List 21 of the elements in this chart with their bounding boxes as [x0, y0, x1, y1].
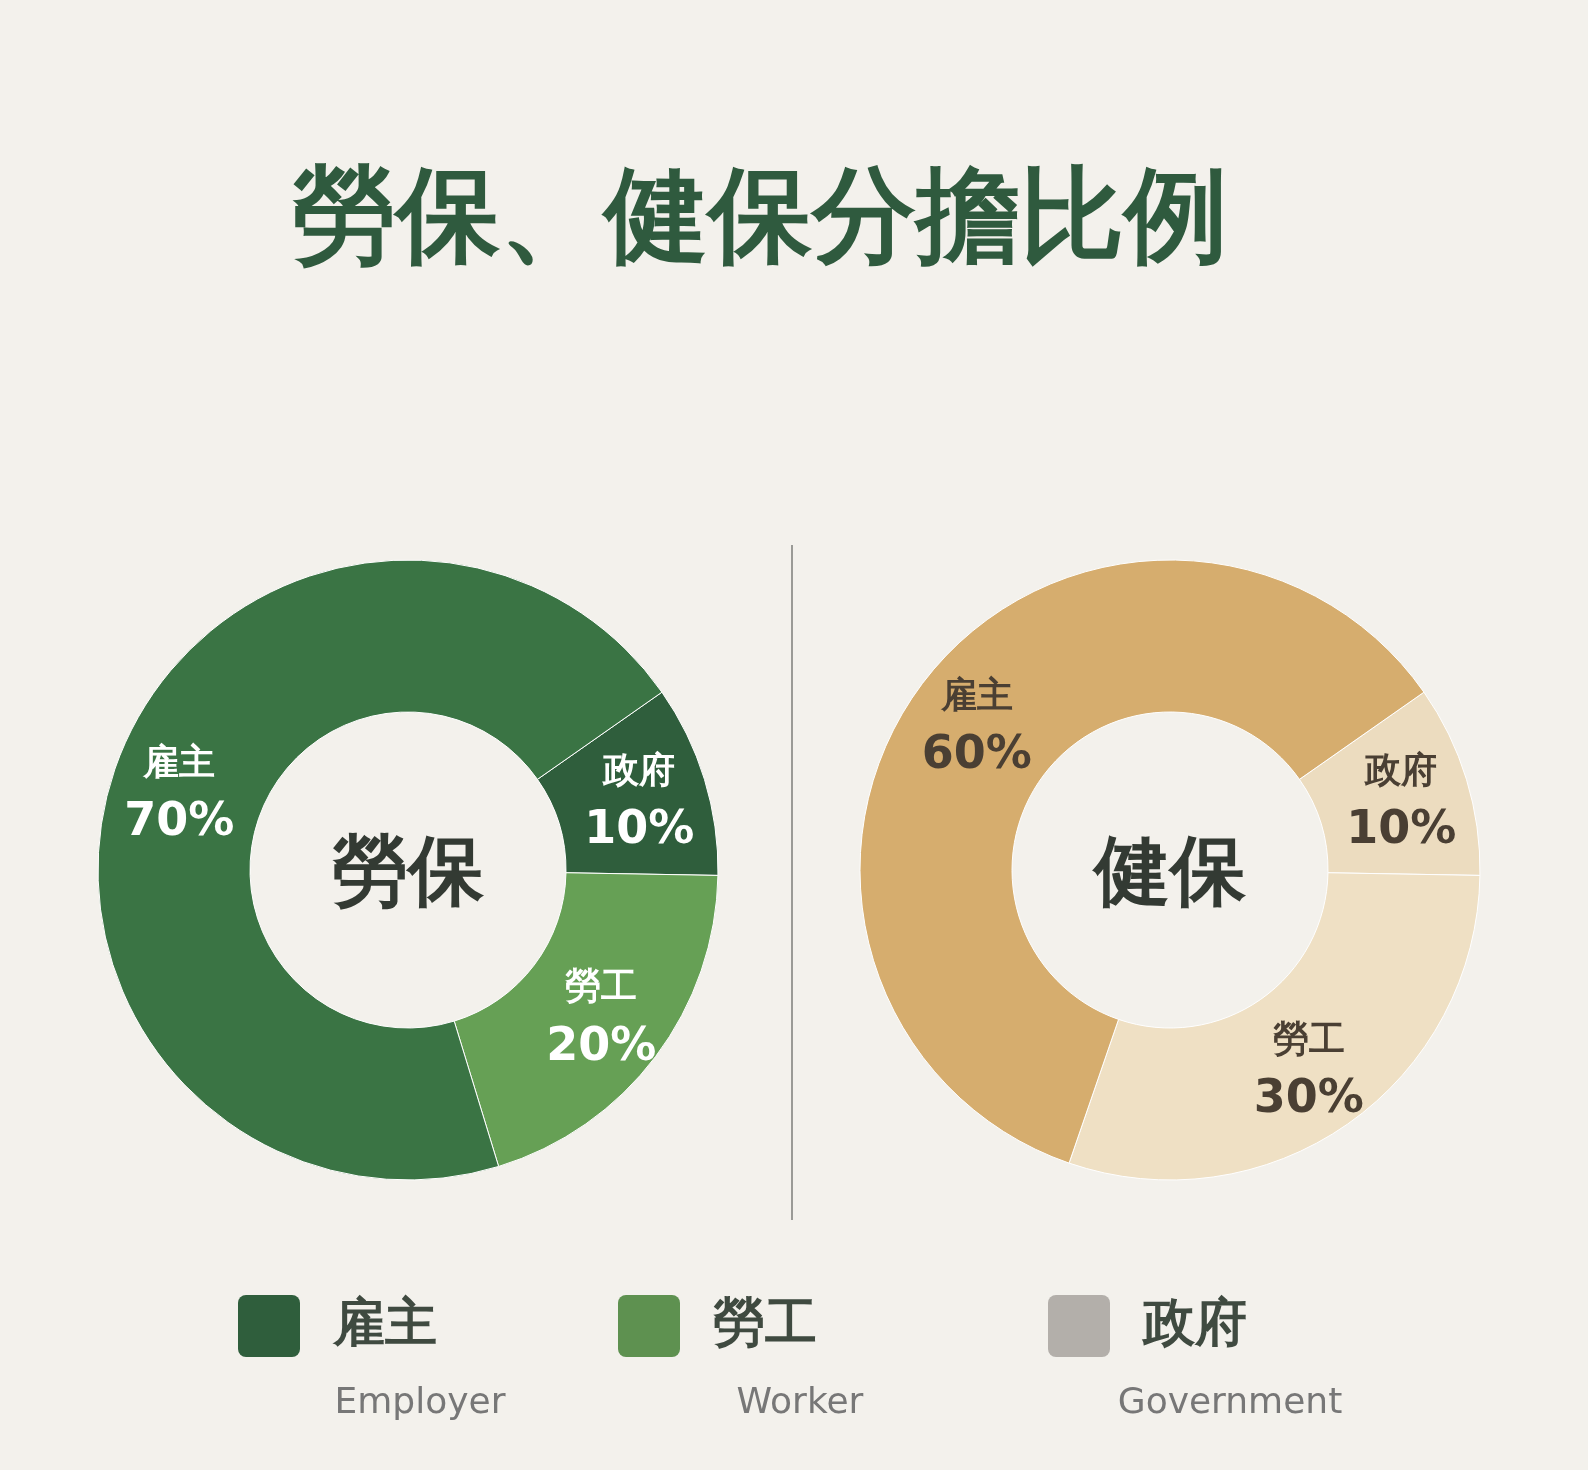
- title: 健保: [1094, 825, 1246, 915]
- slice-label: 雇主: [142, 740, 216, 782]
- text: Worker: [736, 1379, 864, 1421]
- category-label: 雇主: [332, 1292, 437, 1352]
- slice-label: 勞工: [1272, 1017, 1345, 1059]
- slice-label: 政府: [1364, 748, 1438, 790]
- slice-label: 政府: [602, 748, 676, 790]
- slice-label: 雇主: [939, 673, 1013, 715]
- slice-label: 勞工: [565, 965, 638, 1007]
- data-label: 10%: [1346, 800, 1457, 855]
- title: 勞保、健保分擔比例: [292, 154, 1228, 276]
- text: Employer: [334, 1379, 506, 1421]
- data-label: 60%: [921, 725, 1032, 780]
- title: 勞保: [332, 825, 484, 915]
- category-label: 勞工: [713, 1292, 817, 1352]
- category-label: 政府: [1141, 1292, 1247, 1352]
- data-label: 20%: [546, 1016, 657, 1071]
- data-label: 10%: [584, 800, 695, 855]
- text: Government: [1117, 1379, 1343, 1421]
- data-label: 70%: [124, 792, 235, 847]
- data-label: 30%: [1253, 1069, 1364, 1124]
